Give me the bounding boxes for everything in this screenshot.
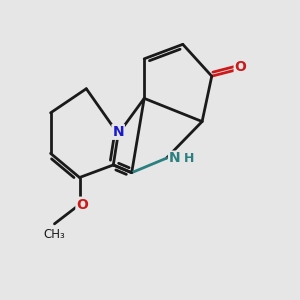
Text: H: H [184,152,194,165]
Text: O: O [235,60,246,74]
Text: N: N [112,125,124,139]
Text: CH₃: CH₃ [44,228,65,241]
Text: N: N [169,151,180,165]
Text: O: O [76,197,88,212]
